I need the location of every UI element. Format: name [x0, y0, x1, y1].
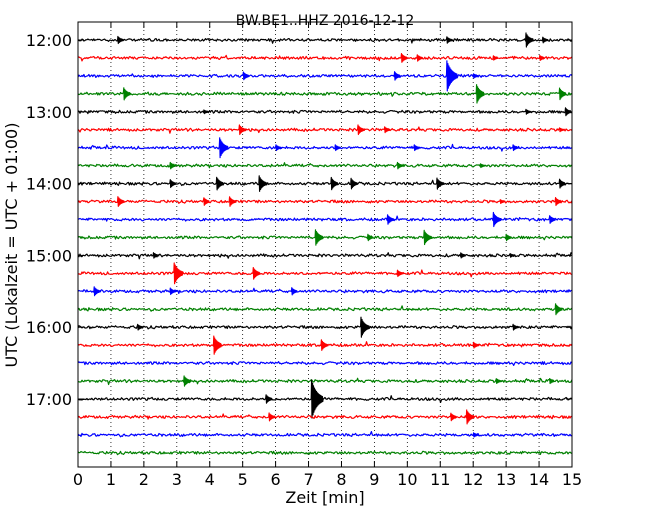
trace-line: [77, 361, 573, 366]
trace-line: [77, 196, 573, 207]
trace-line: [77, 286, 572, 297]
x-tick-label: 13: [496, 470, 516, 489]
x-tick-label: 14: [529, 470, 549, 489]
axis-ticks: 0 1 2 3 4 5 6 7 8 9 10 11 12 13 14 1512:0013:0014:0015:…: [26, 22, 582, 489]
x-tick-label: 15: [562, 470, 582, 489]
trace-line: [77, 316, 573, 338]
x-axis-label: Zeit [min]: [285, 488, 364, 507]
trace-line: [77, 450, 573, 456]
y-tick-label: 14:00: [26, 175, 72, 194]
x-tick-label: 7: [303, 470, 313, 489]
plot-frame: [77, 21, 573, 468]
x-tick-label: 4: [205, 470, 215, 489]
y-tick-label: 16:00: [26, 318, 72, 337]
x-tick-label: 10: [397, 470, 417, 489]
trace-line: [78, 107, 573, 117]
trace-line: [77, 335, 573, 355]
trace-line: [77, 32, 573, 48]
x-tick-label: 6: [271, 470, 281, 489]
trace-line: [77, 409, 573, 425]
trace-line: [77, 84, 573, 104]
trace-line: [77, 379, 573, 419]
y-tick-label: 15:00: [26, 246, 72, 265]
trace-line: [77, 229, 573, 246]
x-tick-label: 2: [139, 470, 149, 489]
x-tick-label: 8: [336, 470, 346, 489]
y-tick-label: 12:00: [26, 31, 72, 50]
x-tick-label: 9: [369, 470, 379, 489]
trace-line: [77, 60, 573, 92]
trace-line: [77, 161, 573, 170]
trace-line: [77, 175, 573, 192]
trace-line: [77, 375, 573, 387]
x-tick-label: 3: [172, 470, 182, 489]
trace-line: [77, 211, 573, 228]
trace-line: [77, 53, 573, 63]
trace-line: [77, 431, 573, 438]
x-tick-label: 12: [463, 470, 483, 489]
trace-line: [77, 137, 573, 159]
trace-line: [77, 262, 573, 285]
y-tick-label: 13:00: [26, 103, 72, 122]
trace-line: [77, 252, 573, 260]
y-tick-label: 17:00: [26, 390, 72, 409]
x-tick-label: 11: [430, 470, 450, 489]
trace-line: [77, 303, 573, 316]
y-axis-label: UTC (Lokalzeit = UTC + 01:00): [2, 123, 21, 368]
seismic-traces: [77, 32, 573, 456]
x-tick-label: 5: [238, 470, 248, 489]
chart-title: BW.BE1..HHZ 2016-12-12: [236, 13, 415, 29]
x-tick-label: 1: [106, 470, 116, 489]
x-tick-label: 0: [73, 470, 83, 489]
trace-line: [77, 124, 573, 136]
